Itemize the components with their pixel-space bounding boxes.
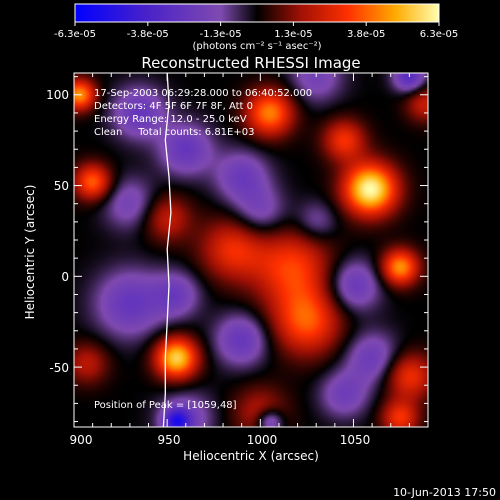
y-tick-label: -50 [49,361,69,375]
plot-timestamp: 10-Jun-2013 17:50 [393,486,496,499]
chart-title: Reconstructed RHESSI Image [141,54,360,72]
axis-ticks [73,73,429,427]
y-tick-label: 50 [54,179,69,193]
colorbar-gradient [74,3,440,23]
observation-annotations: 17-Sep-2003 06:29:28.000 to 06:40:52.000… [94,88,312,411]
colorbar: -6.3e-05 -3.8e-05 -1.3e-05 1.3e-05 3.8e-… [54,3,458,52]
plot-frame [73,72,429,428]
colorbar-tick-label: -3.8e-05 [127,29,169,40]
y-tick-label: 0 [61,270,69,284]
heatmap-image [74,73,428,427]
annotation-detectors: Detectors: 4F 5F 6F 7F 8F, Att 0 [94,101,253,112]
x-tick-label: 1050 [340,433,371,447]
colorbar-tick-label: 6.3e-05 [420,29,458,40]
colorbar-tick-label: -6.3e-05 [54,29,96,40]
y-axis: 100 50 0 -50 Heliocentric Y (arcsec) [23,88,69,375]
colorbar-unit-label: (photons cm⁻² s⁻¹ asec⁻²) [192,41,321,52]
x-tick-label: 950 [158,433,181,447]
colorbar-tick-label: -1.3e-05 [200,29,242,40]
heatmap-area [74,73,428,427]
y-axis-label: Heliocentric Y (arcsec) [23,185,37,320]
colorbar-tick-label: 1.3e-05 [274,29,312,40]
annotation-clean-counts: Clean Total counts: 6.81E+03 [94,127,254,138]
solar-limb-line [162,73,172,427]
y-tick-label: 100 [46,88,69,102]
annotation-time-range: 17-Sep-2003 06:29:28.000 to 06:40:52.000 [94,88,312,99]
x-axis-label: Heliocentric X (arcsec) [183,449,319,463]
colorbar-tick-label: 3.8e-05 [347,29,385,40]
x-tick-label: 1000 [247,433,278,447]
colorbar-ticks [74,22,440,26]
x-tick-label: 900 [70,433,93,447]
annotation-energy-range: Energy Range: 12.0 - 25.0 keV [94,114,247,125]
x-axis: 900 950 1000 1050 Heliocentric X (arcsec… [70,433,371,463]
annotation-peak-position: Position of Peak = [1059,48] [94,400,237,411]
